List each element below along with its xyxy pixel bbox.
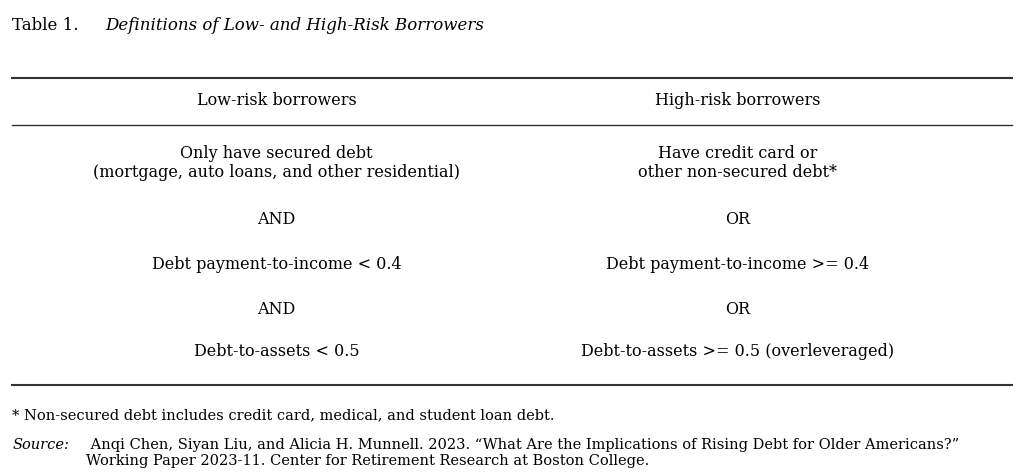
Text: Debt-to-assets < 0.5: Debt-to-assets < 0.5 (194, 343, 359, 360)
Text: Debt-to-assets >= 0.5 (overleveraged): Debt-to-assets >= 0.5 (overleveraged) (581, 343, 894, 360)
Text: OR: OR (725, 301, 750, 318)
Text: * Non-secured debt includes credit card, medical, and student loan debt.: * Non-secured debt includes credit card,… (12, 408, 555, 422)
Text: Anqi Chen, Siyan Liu, and Alicia H. Munnell. 2023. “What Are the Implications of: Anqi Chen, Siyan Liu, and Alicia H. Munn… (86, 438, 958, 468)
Text: High-risk borrowers: High-risk borrowers (654, 92, 820, 109)
Text: AND: AND (257, 211, 296, 228)
Text: Table 1.: Table 1. (12, 17, 84, 34)
Text: Definitions of Low- and High-Risk Borrowers: Definitions of Low- and High-Risk Borrow… (104, 17, 483, 34)
Text: AND: AND (257, 301, 296, 318)
Text: OR: OR (725, 211, 750, 228)
Text: Debt payment-to-income < 0.4: Debt payment-to-income < 0.4 (152, 256, 401, 273)
Text: Source:: Source: (12, 438, 70, 452)
Text: Only have secured debt
(mortgage, auto loans, and other residential): Only have secured debt (mortgage, auto l… (93, 144, 460, 181)
Text: Debt payment-to-income >= 0.4: Debt payment-to-income >= 0.4 (606, 256, 868, 273)
Text: Have credit card or
other non-secured debt*: Have credit card or other non-secured de… (638, 144, 837, 181)
Text: Low-risk borrowers: Low-risk borrowers (197, 92, 356, 109)
